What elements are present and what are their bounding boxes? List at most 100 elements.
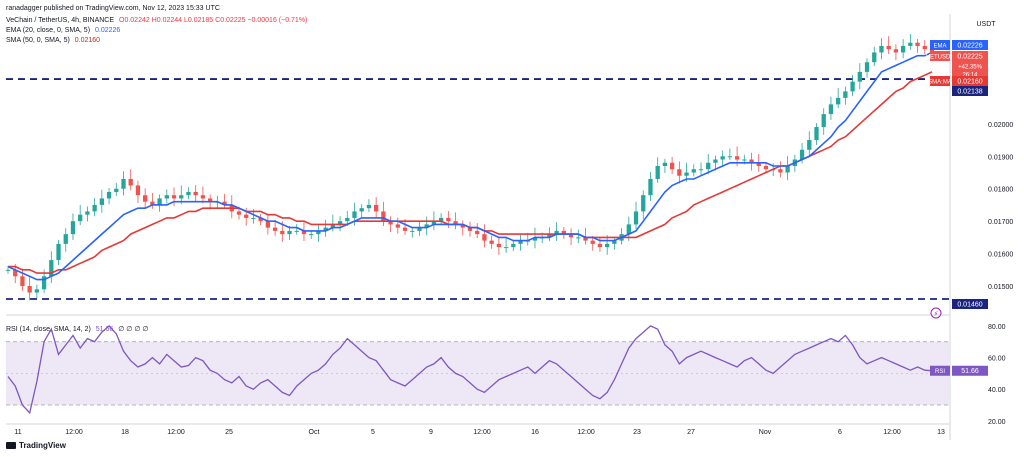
time-tick-label: 12:00 [883,429,901,436]
price-tick-label: 0.01700 [988,219,1013,226]
price-tick-label: 0.01800 [988,187,1013,194]
candle-body [287,230,292,235]
candle-body [532,237,538,241]
candle-body [496,243,502,248]
price-tag-bg [952,76,988,86]
candle-body [857,71,862,82]
candle-body [900,45,906,53]
candle-body [431,221,437,225]
time-tick-label: 25 [225,429,233,436]
candle-body [106,191,112,199]
candle-body [511,243,516,248]
candle-body [410,230,415,232]
candle-body [626,224,631,235]
event-marker-icon [930,307,942,319]
candle-body [669,162,675,170]
candle-body [374,204,379,212]
candle-body [78,214,83,222]
time-tick-label: 27 [687,429,695,436]
ema-line [7,51,933,281]
candle-body [698,169,704,171]
candle-body [655,166,660,179]
price-tag-value: 0.02160 [957,79,982,86]
time-tick-label: 12:00 [65,429,83,436]
rsi-line [7,324,933,415]
candle-body [150,201,155,205]
candle-body [576,237,581,239]
candle-body [41,276,47,290]
tradingview-logo-text: TradingView [19,441,66,450]
time-tick-label: 23 [633,429,641,436]
candle-body [648,178,653,196]
candle-body [143,195,148,202]
candle-body [684,172,689,176]
price-tag-countdown: 26:14 [962,73,978,79]
candle-body [345,217,350,222]
candle-body [200,195,206,199]
legend-rsi-extra: ∅ ∅ ∅ ∅ [118,326,149,333]
candle-body [402,227,408,231]
candle-body [662,162,668,166]
candle-body [727,156,733,158]
price-tag-bg [952,86,988,96]
candle-body [244,214,249,218]
candle-body [381,211,386,222]
candle-body [821,114,826,128]
candle-body [446,217,451,222]
candle-body [475,230,480,235]
candle-body [583,237,588,241]
candle-body [706,162,711,170]
candle-body [92,204,97,212]
candle-body [207,198,213,202]
price-tag-change: +42.35% [958,65,983,71]
candle-body [453,221,458,225]
price-tag-value: 0.01460 [957,302,982,309]
rsi-tag-name: RSI [935,369,945,375]
candle-body [778,169,783,173]
tradingview-logo-icon [6,442,16,449]
candle-body [561,230,566,235]
legend-sma-row[interactable]: SMA (50, 0, SMA, 5) 0.02160 [6,36,100,45]
candle-body [908,42,913,46]
legend-symbol[interactable]: VeChain / TetherUS, 4h, BINANCE [6,17,115,24]
time-tick-label: 11 [14,429,21,436]
candle-body [157,198,162,205]
candle-body [135,185,141,196]
price-tag-bg [952,299,988,309]
candle-body [323,227,328,231]
candle-body [691,169,696,173]
candle-body [713,159,718,163]
price-tag-name-bg [930,40,950,50]
candle-body [280,230,285,235]
candle-body [128,178,133,186]
candle-body [114,188,119,192]
candle-body [316,230,321,235]
price-tick-label: 0.01900 [988,154,1013,161]
candle-body [265,221,271,228]
candle-body [742,159,747,161]
candle-body [99,198,104,205]
rsi-tag-bg [952,365,988,376]
time-tick-label: Nov [759,429,772,436]
legend-ohlc: O0.02242 H0.02244 L0.02185 C0.02225 −0.0… [119,17,308,24]
legend-ema-row[interactable]: EMA (20, close, 0, SMA, 5) 0.02226 [6,26,120,35]
candle-body [886,45,891,50]
candle-body [597,243,603,248]
candle-body [850,81,855,92]
candle-body [236,211,242,215]
candle-body [879,45,884,53]
candle-body [222,201,227,205]
price-axis-currency: USDT [976,21,996,28]
rsi-tag-value: 51.66 [961,368,979,375]
price-tag-name-bg [930,51,950,61]
candle-body [763,166,769,170]
time-tick-label: 12:00 [473,429,491,436]
lightning-icon: ⚡ [934,310,939,318]
price-tag-extra-bg [952,61,988,79]
candle-body [518,240,523,244]
candle-body [590,240,595,244]
legend-ema-value: 0.02226 [94,27,121,34]
candle-body [922,45,927,50]
candle-body [424,224,429,228]
